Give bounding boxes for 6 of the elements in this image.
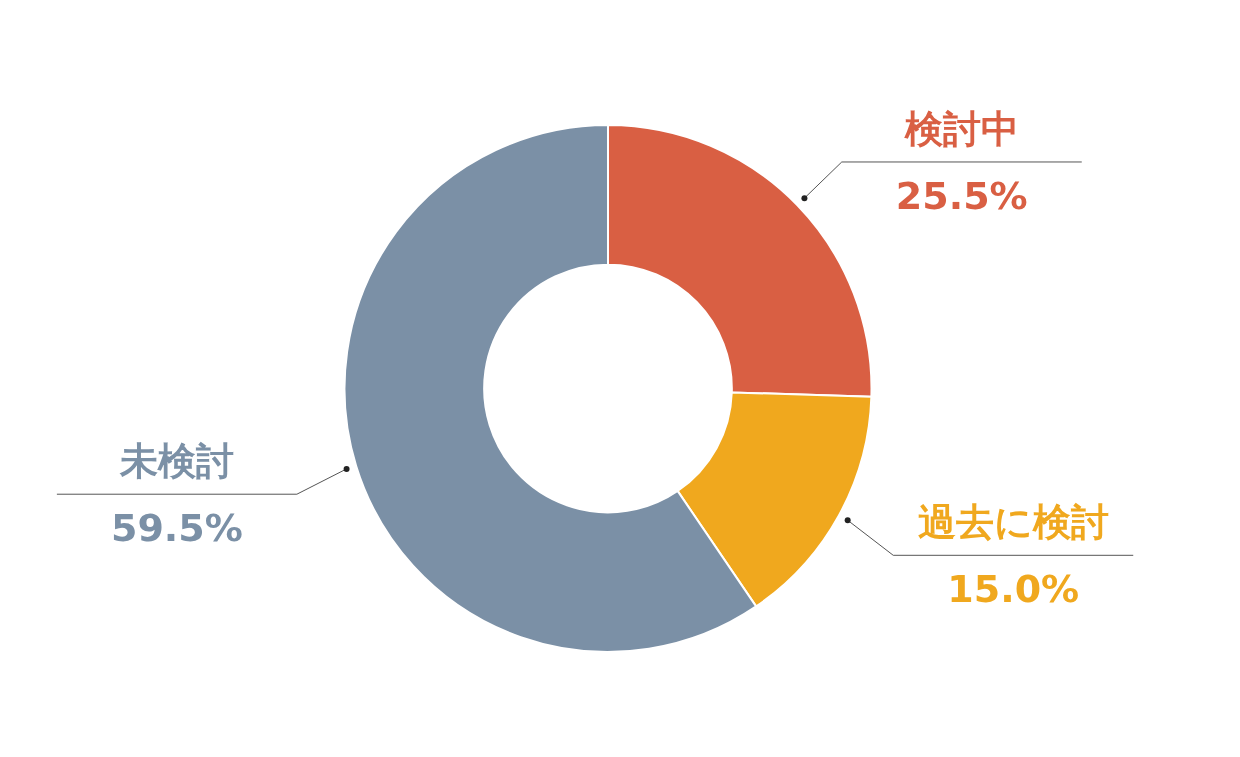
data-label: 59.5% <box>110 506 243 551</box>
data-label: 25.5% <box>895 173 1028 218</box>
slice-label: 過去に検討 <box>917 500 1109 545</box>
slice-label: 未検討 <box>118 439 234 484</box>
slice-label: 検討中 <box>903 106 1019 151</box>
data-label: 15.0% <box>947 567 1080 612</box>
